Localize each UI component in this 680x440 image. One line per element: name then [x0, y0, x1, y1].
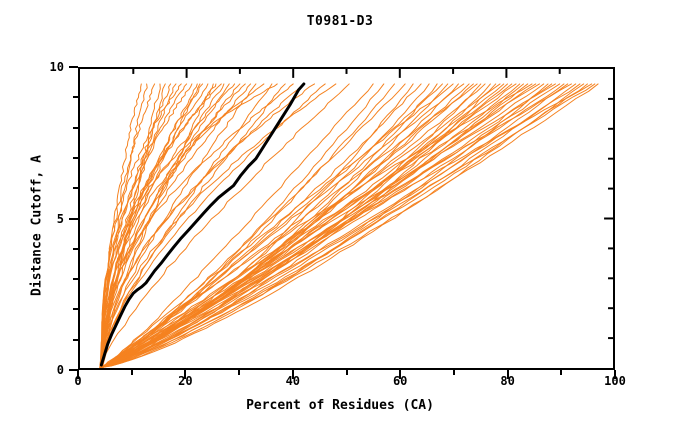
- y-axis-tick: [69, 66, 78, 68]
- x-axis-tick-label: 0: [74, 374, 82, 388]
- model-curve: [100, 83, 326, 368]
- model-curve: [102, 83, 599, 368]
- y-axis-tick-label: 10: [49, 60, 64, 74]
- y-axis-tick-label: 5: [56, 211, 64, 226]
- model-curve: [100, 83, 188, 368]
- x-axis-tick-label: 40: [285, 374, 301, 388]
- model-curve: [100, 83, 172, 368]
- chart-title: T0981-D3: [306, 14, 374, 29]
- model-curve: [100, 83, 286, 368]
- x-axis-tick: [77, 370, 79, 379]
- x-axis-tick: [506, 370, 509, 379]
- y-axis-tick: [73, 126, 78, 129]
- model-curve: [101, 83, 246, 368]
- model-curve: [99, 83, 545, 368]
- model-curve: [101, 83, 222, 368]
- x-axis-tick: [399, 370, 402, 379]
- y-axis-title: Distance Cutoff, A: [29, 155, 45, 296]
- model-curve: [101, 83, 585, 368]
- y-axis-tick: [73, 338, 78, 341]
- model-curve: [99, 83, 549, 368]
- x-axis-tick: [345, 370, 348, 375]
- model-curve: [101, 83, 438, 368]
- model-curve: [101, 83, 350, 368]
- model-curve: [99, 83, 252, 368]
- x-axis-tick: [130, 370, 133, 375]
- y-axis-tick: [73, 308, 78, 311]
- x-axis-tick: [238, 370, 241, 375]
- model-curve: [99, 83, 273, 368]
- x-axis-tick-label: 80: [500, 374, 515, 388]
- model-curve: [101, 83, 465, 368]
- orange-steep-curves: [99, 83, 350, 368]
- y-axis-tick: [69, 369, 78, 371]
- model-curve: [99, 83, 577, 368]
- highlighted-model-curve: [99, 82, 306, 367]
- y-axis-tick-label: 0: [56, 363, 64, 377]
- model-curve: [101, 83, 225, 368]
- model-curve: [101, 83, 257, 368]
- x-axis-tick-label: 20: [178, 374, 193, 388]
- x-axis-tick: [184, 370, 187, 379]
- x-axis-tick-label: 100: [604, 374, 626, 388]
- x-axis-tick: [560, 370, 563, 375]
- y-axis-tick: [73, 247, 78, 250]
- x-axis-tick: [452, 370, 455, 375]
- model-curve: [100, 83, 193, 368]
- model-curve: [101, 83, 294, 368]
- model-curve: [100, 83, 241, 368]
- orange-shallow-curves: [99, 83, 599, 368]
- model-curve: [101, 83, 593, 368]
- y-axis-tick: [73, 187, 78, 190]
- model-curve: [100, 83, 443, 368]
- model-curve: [99, 83, 374, 368]
- model-curve: [102, 83, 182, 368]
- model-curve: [102, 83, 540, 368]
- y-axis-tick: [73, 96, 78, 99]
- model-curve: [99, 83, 596, 368]
- model-curve: [101, 83, 556, 368]
- model-curve: [101, 83, 316, 368]
- model-curve: [102, 83, 565, 368]
- plot-area: [78, 67, 615, 370]
- model-curve: [100, 83, 337, 368]
- model-curve: [99, 83, 265, 368]
- x-axis-tick: [291, 370, 294, 379]
- model-curve: [102, 83, 454, 368]
- model-curve: [99, 83, 533, 368]
- model-curve: [100, 83, 278, 368]
- plot-curves-svg: [99, 69, 613, 368]
- inner-axis-ticks: [132, 69, 613, 340]
- model-curve: [102, 83, 572, 368]
- y-axis-tick: [73, 278, 78, 281]
- x-axis-tick: [614, 370, 616, 379]
- x-axis-title: Percent of Residues (CA): [246, 398, 434, 413]
- model-curve: [100, 83, 478, 368]
- x-axis-tick-label: 60: [392, 374, 408, 388]
- y-axis-tick: [69, 217, 78, 220]
- model-curve: [102, 83, 486, 368]
- y-axis-tick: [73, 156, 78, 159]
- highlighted-model-curve-line: [99, 82, 306, 367]
- model-curve: [100, 83, 474, 368]
- model-curve: [99, 83, 524, 368]
